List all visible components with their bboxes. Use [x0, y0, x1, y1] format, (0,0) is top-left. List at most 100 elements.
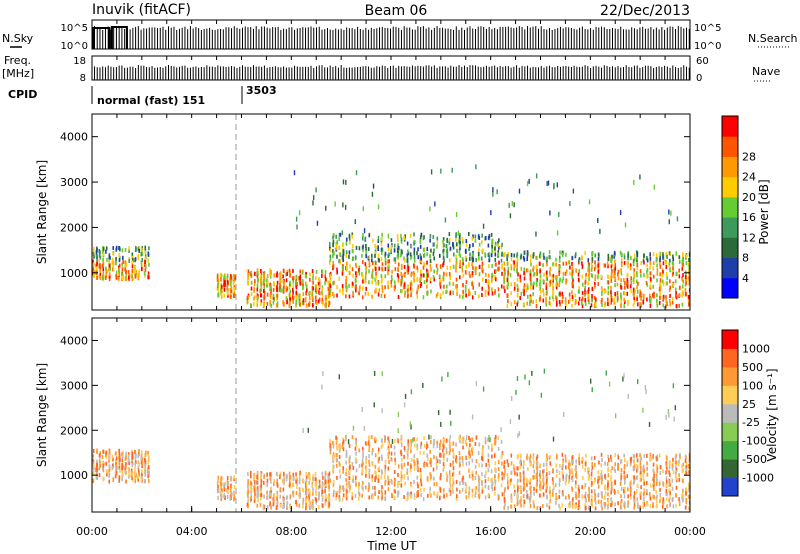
- range-gate: [216, 274, 219, 279]
- range-gate: [144, 250, 147, 255]
- range-gate: [549, 266, 552, 271]
- range-gate: [106, 469, 108, 474]
- range-gate: [532, 299, 534, 304]
- range-gate: [487, 289, 490, 294]
- range-gate: [532, 456, 534, 461]
- range-gate: [368, 485, 370, 490]
- range-gate: [128, 258, 131, 263]
- range-gate: [525, 288, 528, 293]
- range-gate: [420, 258, 422, 263]
- range-gate: [597, 275, 599, 280]
- range-gate: [348, 240, 351, 245]
- range-gate: [380, 247, 383, 252]
- y-tick-label: 4000: [60, 131, 88, 144]
- range-gate: [584, 251, 587, 256]
- range-gate: [308, 302, 310, 307]
- range-gate: [276, 287, 278, 292]
- range-gate: [518, 188, 521, 194]
- range-gate: [328, 242, 331, 247]
- range-gate: [102, 246, 105, 251]
- range-gate: [477, 474, 480, 479]
- range-gate: [332, 261, 335, 266]
- range-gate: [429, 460, 432, 465]
- range-gate: [253, 282, 256, 287]
- range-gate: [539, 289, 542, 294]
- range-gate: [233, 276, 236, 281]
- range-gate: [427, 457, 429, 462]
- range-gate: [112, 246, 115, 251]
- range-gate: [546, 485, 548, 490]
- range-gate: [348, 250, 351, 255]
- range-gate: [601, 291, 603, 296]
- range-gate: [465, 239, 468, 244]
- range-gate: [370, 495, 373, 500]
- range-gate: [400, 253, 402, 258]
- range-gate: [546, 472, 548, 477]
- range-gate: [543, 469, 545, 474]
- range-gate: [109, 274, 111, 279]
- range-gate: [487, 445, 490, 450]
- range-gate: [591, 252, 594, 257]
- range-gate: [355, 255, 357, 260]
- noise-tick-top: 10^5: [61, 23, 88, 34]
- range-gate: [439, 293, 442, 298]
- range-gate: [262, 505, 265, 510]
- range-gate: [542, 263, 544, 268]
- range-gate: [601, 457, 603, 462]
- range-gate: [262, 289, 265, 294]
- range-gate: [368, 269, 370, 274]
- range-gate: [355, 288, 357, 293]
- range-gate: [128, 256, 131, 261]
- range-gate: [684, 275, 687, 280]
- range-gate: [309, 290, 311, 295]
- range-gate: [564, 300, 567, 305]
- range-gate: [452, 477, 454, 482]
- range-gate: [108, 457, 111, 462]
- range-gate: [439, 446, 441, 451]
- range-gate: [270, 479, 272, 484]
- range-gate: [587, 296, 590, 301]
- range-gate: [446, 265, 449, 270]
- range-gate: [685, 277, 688, 282]
- range-gate: [404, 273, 407, 278]
- range-gate: [436, 494, 438, 499]
- range-gate: [564, 454, 567, 459]
- range-gate: [614, 453, 617, 458]
- range-gate: [226, 273, 229, 278]
- range-gate: [507, 266, 510, 271]
- range-gate: [588, 493, 590, 498]
- range-gate: [629, 284, 632, 289]
- range-gate: [99, 250, 101, 255]
- range-gate: [478, 442, 481, 447]
- range-gate: [266, 283, 268, 288]
- range-gate: [539, 463, 541, 468]
- range-gate: [627, 301, 629, 306]
- range-gate: [345, 434, 347, 439]
- range-gate: [662, 252, 664, 257]
- range-gate: [92, 271, 94, 276]
- noise-block: [110, 26, 128, 49]
- range-gate: [491, 477, 493, 482]
- range-gate: [577, 506, 580, 511]
- range-gate: [571, 266, 574, 271]
- range-gate: [121, 248, 124, 253]
- range-gate: [121, 455, 124, 460]
- range-gate: [532, 252, 535, 257]
- range-gate: [452, 282, 455, 287]
- range-gate: [127, 452, 130, 457]
- range-gate: [595, 299, 597, 304]
- range-gate: [556, 301, 558, 306]
- range-gate: [403, 236, 406, 241]
- range-gate: [223, 483, 226, 488]
- range-gate: [105, 268, 108, 273]
- range-gate: [548, 250, 551, 255]
- range-gate: [336, 446, 338, 451]
- range-gate: [574, 254, 577, 259]
- range-gate: [364, 441, 367, 446]
- range-gate: [511, 201, 513, 207]
- range-gate: [545, 488, 547, 493]
- range-gate: [636, 289, 639, 294]
- range-gate: [406, 268, 409, 273]
- range-gate: [575, 464, 577, 469]
- range-gate: [433, 277, 436, 282]
